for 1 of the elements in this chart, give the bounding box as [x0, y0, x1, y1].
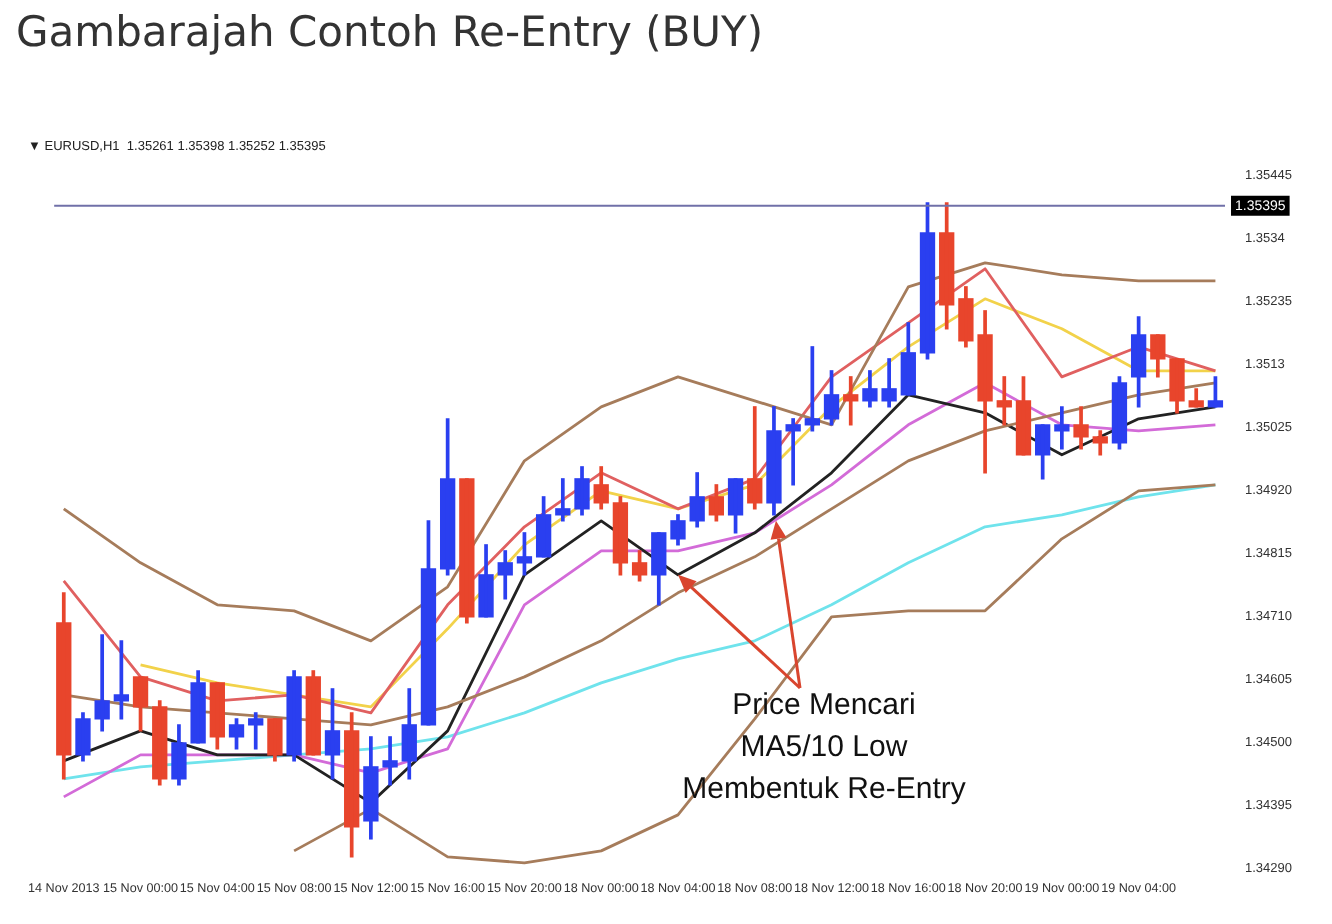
chart-title: Gambarajah Contoh Re-Entry (BUY) [16, 8, 764, 56]
